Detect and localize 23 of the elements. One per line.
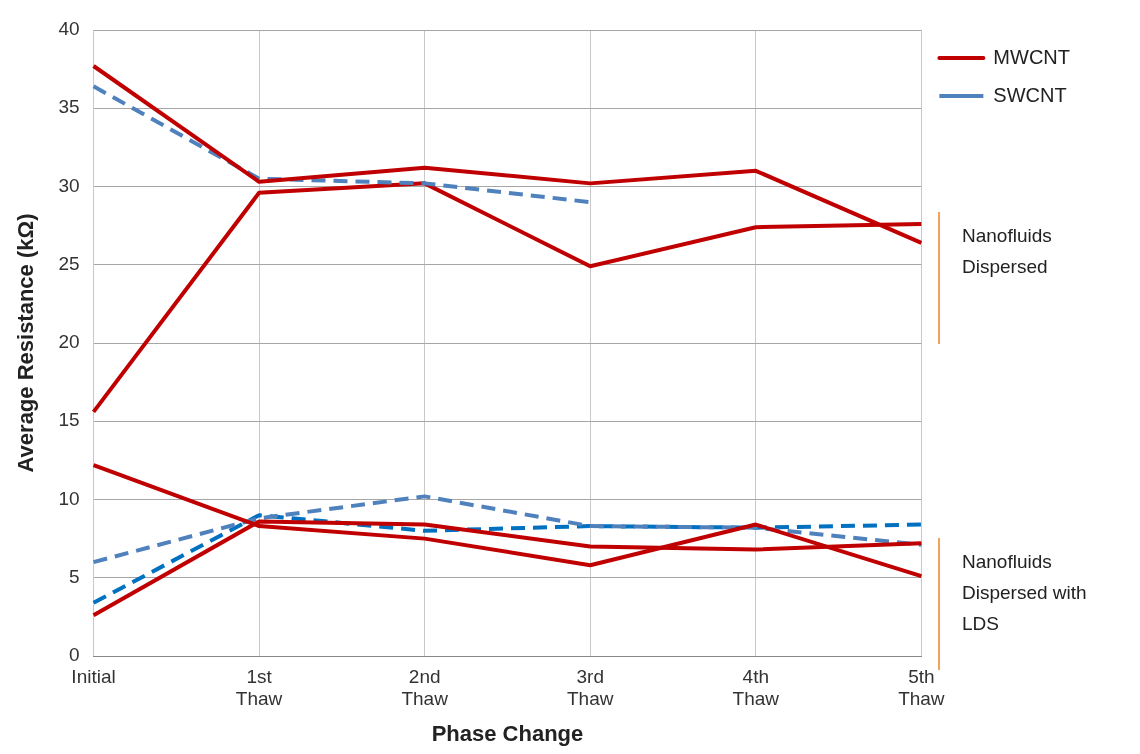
x-tick-label: 3rd Thaw [566,665,614,710]
y-tick-label: 15 [58,409,80,431]
y-tick-label: 25 [58,252,80,274]
y-tick-label: 35 [58,96,80,118]
x-tick-label: 2nd Thaw [401,665,449,710]
legend-label: MWCNT [993,45,1070,68]
line-series [91,513,924,605]
x-tick-label: 4th Thaw [732,665,780,710]
y-tick-label: 5 [68,565,80,587]
y-tick-label: 20 [58,331,80,353]
line-series [91,494,924,565]
x-tick-label: 1st Thaw [235,665,283,710]
x-tick-label: 5th Thaw [898,665,945,710]
x-tick-label: Initial [71,665,116,687]
text: Nanofluids Dispersed with LDS [962,549,1088,636]
y-tick-label: 10 [58,487,80,509]
x-axis-title: Phase Change [431,720,584,746]
text: Nanofluids Dispersed [962,224,1053,280]
legend-label: SWCNT [993,83,1067,106]
y-tick-label: 30 [58,174,80,196]
y-tick-label: 40 [58,18,80,40]
y-tick-label: 0 [68,644,80,666]
y-axis-title: Average Resistance (kΩ) [13,213,39,473]
